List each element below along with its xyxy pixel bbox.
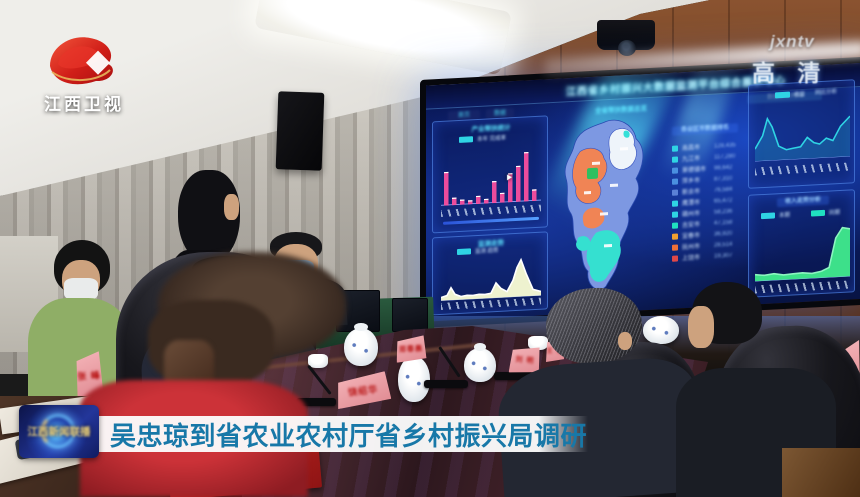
attendee4-face — [688, 306, 714, 348]
hd-badge: 高 清 — [752, 60, 829, 86]
panel4-axis-ticks — [755, 280, 850, 294]
news-program-badge: 江西新闻联播 — [19, 405, 99, 458]
panel3-legend-chip — [775, 91, 790, 99]
ranking-row-color-icon — [672, 210, 678, 218]
channel-logo: 江西卫视 — [28, 26, 140, 118]
ranking-row-value: 19,307 — [714, 252, 733, 260]
wall-speaker — [275, 91, 325, 171]
ranking-row-value: 36,920 — [714, 230, 733, 238]
panel1-axis-ticks — [441, 204, 541, 217]
teapot-lid — [354, 323, 368, 331]
ranking-row-name: 鹰潭市 — [682, 200, 701, 208]
led-dashboard-screen: 江西省乡村振兴大数据监测平台综合展示中心 数据更新时间 首页 数据 产业帮扶统计… — [420, 56, 860, 329]
panel1-legend-chip — [459, 136, 473, 143]
ranking-row-name: 赣州市 — [682, 211, 701, 219]
panel3-legend-a: 收益 — [794, 91, 806, 99]
ranking-row-value: 76,584 — [714, 186, 733, 194]
channel-logo-text: 江西卫视 — [44, 95, 124, 114]
teapot-2 — [398, 351, 430, 402]
jiangxi-province-map — [564, 119, 644, 290]
ranking-row-name: 景德镇市 — [682, 167, 707, 175]
panel2-legend-chip — [457, 248, 471, 256]
map-region-labels — [584, 147, 628, 248]
panel1-scrollbar — [443, 216, 539, 225]
microphone-base-3 — [494, 372, 544, 380]
ranking-row-value: 87,310 — [714, 175, 733, 183]
ranking-row-value: 65,472 — [714, 197, 733, 205]
panel-bar-chart: 产业帮扶统计 本年 完成率 — [432, 115, 548, 234]
badge-glow-ring-icon — [41, 414, 75, 448]
ranking-row-name: 上饶市 — [682, 255, 701, 263]
ranking-row-value: 117,280 — [714, 152, 736, 161]
ranking-row-value: 98,642 — [714, 164, 733, 172]
ranking-row-color-icon — [672, 144, 678, 152]
face-mask-white — [64, 278, 98, 300]
ranking-row-color-icon — [672, 254, 678, 262]
teacup-1 — [308, 354, 328, 368]
ranking-list: 南昌市 128,435 九江市 117,280 景德镇市 98,642 萍乡市 87,310 新… — [672, 139, 746, 303]
trend-area-chart — [441, 254, 541, 301]
bar-chart — [441, 152, 541, 206]
ranking-row-name: 抚州市 — [682, 244, 701, 252]
news-program-badge-text: 江西新闻联播 — [27, 426, 91, 438]
ranking-row-value: 47,158 — [714, 219, 733, 227]
panel4-legend-a: 本期 — [779, 212, 791, 220]
operator-monitor-3 — [392, 298, 428, 332]
ranking-row-value: 28,514 — [714, 241, 733, 249]
panel3-legend-b: 同比分析 — [815, 89, 838, 97]
panel4-title: 收入走势分析 — [777, 195, 829, 208]
teapot-1 — [344, 323, 378, 366]
jxntv-watermark: jxntv — [770, 32, 815, 51]
ranking-row-name: 吉安市 — [682, 222, 701, 230]
teacup-2 — [528, 336, 548, 350]
panel1-legend-label: 本年 完成率 — [477, 135, 507, 144]
panel-area-chart: 监测走势 监测 趋势 — [432, 231, 548, 316]
ranking-row-color-icon — [672, 188, 678, 196]
news-caption-bar: 吴忠琼到省农业农村厅省乡村振兴局调研 — [96, 416, 588, 452]
microphone-base-1 — [296, 398, 336, 406]
mouse-cursor — [507, 174, 512, 181]
channel-logo-icon — [50, 37, 113, 85]
panel3-axis-ticks — [755, 162, 850, 176]
ranking-row-name: 萍乡市 — [682, 178, 701, 186]
panel-line-chart: 收益 同比分析 — [748, 79, 855, 189]
teapot-4 — [643, 316, 679, 344]
ranking-row-value: 128,435 — [714, 141, 736, 150]
ranking-row-name: 九江市 — [682, 156, 701, 164]
ranking-row-value: 58,236 — [714, 208, 733, 216]
ranking-row-color-icon — [672, 155, 678, 163]
microphone-base-2 — [424, 380, 468, 388]
wood-floor — [782, 448, 860, 497]
panel1-title: 产业帮扶统计 — [471, 124, 511, 134]
camera-lens — [618, 40, 636, 56]
attendee3-ear — [618, 332, 632, 350]
ranking-row-color-icon — [672, 166, 678, 174]
teapot-lid — [473, 343, 487, 351]
panel-growth-chart: 收入走势分析 本期 同期 — [748, 189, 855, 298]
news-caption-text: 吴忠琼到省农业农村厅省乡村振兴局调研 — [110, 420, 588, 451]
teapot-3 — [464, 343, 496, 382]
presenter-face — [224, 194, 239, 220]
panel4-legend-b: 同期 — [829, 209, 841, 217]
panel2-legend-label: 监测 趋势 — [475, 247, 499, 256]
ranking-row-color-icon — [672, 177, 678, 185]
ranking-row-name: 新余市 — [682, 189, 701, 197]
ranking-row-name: 南昌市 — [682, 145, 701, 153]
panel4-legend-chip-a — [761, 212, 775, 220]
growth-area-chart — [755, 220, 850, 282]
ranking-row-color-icon — [672, 243, 678, 251]
ranking-row-name: 宜春市 — [682, 233, 701, 241]
panel4-legend-chip-b — [811, 209, 825, 217]
line-chart — [755, 100, 850, 162]
ranking-row-color-icon — [672, 221, 678, 229]
ranking-row-color-icon — [672, 199, 678, 207]
ranking-row-color-icon — [672, 232, 678, 240]
